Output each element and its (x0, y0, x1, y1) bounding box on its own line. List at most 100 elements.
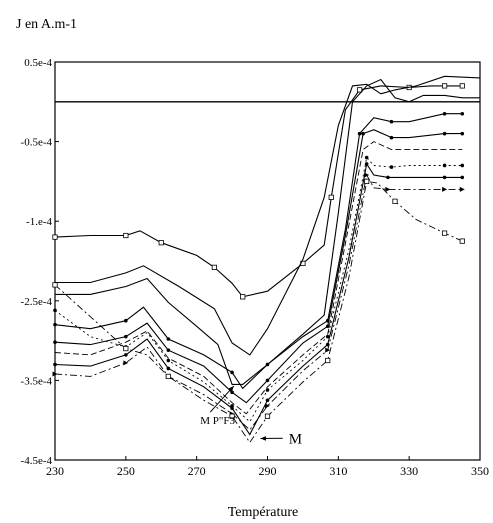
data-point (325, 347, 331, 353)
series-3 (55, 78, 480, 385)
data-point (265, 388, 270, 392)
data-point (52, 371, 58, 377)
data-point (389, 135, 394, 140)
data-point (124, 334, 128, 339)
data-point (357, 131, 362, 136)
y-tick-label: -2.5e-4 (21, 296, 53, 308)
data-point (389, 119, 394, 124)
x-tick-label: 350 (471, 464, 489, 478)
data-point (385, 186, 391, 192)
series-10 (52, 178, 465, 444)
x-tick-label: 290 (259, 464, 277, 478)
data-point (392, 198, 398, 204)
data-point (265, 378, 270, 383)
data-point (389, 165, 394, 169)
series-line (54, 180, 463, 444)
data-point (386, 175, 390, 180)
y-tick-label: -1.e-4 (26, 216, 52, 228)
data-point (123, 360, 129, 366)
data-point (364, 162, 369, 166)
data-point (442, 186, 448, 192)
annotation-label: M P"F3 (200, 415, 235, 427)
series-line (54, 113, 463, 390)
series-line (54, 85, 463, 298)
data-point (240, 294, 246, 300)
data-point (364, 178, 370, 184)
data-point (166, 348, 171, 352)
data-point (325, 324, 330, 329)
data-point (264, 413, 271, 419)
data-point (361, 131, 365, 136)
data-point (166, 358, 171, 363)
data-point (53, 308, 57, 313)
data-point (459, 83, 465, 89)
data-point (441, 230, 448, 236)
series-line (55, 75, 481, 356)
data-point (328, 194, 334, 200)
annotation-2: M (260, 431, 302, 447)
data-point (123, 232, 129, 239)
series-4 (53, 111, 465, 390)
y-axis-label: J en A.m-1 (16, 17, 77, 32)
data-point (364, 155, 369, 160)
data-point (441, 83, 448, 89)
data-point (166, 366, 171, 371)
data-point (442, 131, 447, 136)
data-point (123, 345, 129, 352)
y-tick-label: -4.5e-4 (21, 455, 53, 467)
data-point (459, 186, 465, 192)
x-axis-label: Température (228, 505, 299, 520)
data-point (325, 357, 331, 364)
series-line (54, 173, 463, 431)
data-point (52, 234, 58, 240)
series-line (54, 141, 463, 415)
data-point (459, 238, 465, 244)
data-point (460, 111, 465, 116)
annotation-arrow-head (260, 436, 266, 441)
series-8 (53, 162, 465, 436)
annotation-label: M (289, 431, 302, 447)
series-5 (53, 129, 465, 404)
data-point (460, 175, 465, 180)
data-point (364, 172, 370, 178)
data-point (230, 406, 234, 411)
data-point (53, 340, 57, 344)
data-point (265, 362, 270, 367)
data-point (265, 398, 270, 403)
data-point (165, 373, 171, 380)
series-line (55, 78, 480, 385)
series-line (54, 129, 463, 404)
data-point (229, 413, 235, 419)
series-6 (54, 141, 463, 415)
data-point (356, 87, 363, 93)
data-point (442, 163, 447, 168)
annotation-arrow-line (209, 385, 235, 413)
data-point (460, 163, 465, 168)
x-tick-label: 330 (400, 464, 418, 478)
data-point (442, 111, 447, 116)
x-tick-label: 270 (188, 464, 206, 478)
axis-ticks: 230 250 270 290 310 330 350 0.5e-4 -0.5e-4 -1.e-4… (21, 57, 489, 478)
series-line (54, 162, 463, 436)
data-point (460, 131, 465, 136)
data-point (230, 390, 234, 395)
data-point (211, 264, 217, 270)
data-point (124, 318, 128, 323)
data-point (166, 337, 171, 341)
y-tick-label: -3.5e-4 (21, 375, 53, 387)
data-point (265, 403, 270, 409)
data-point (53, 322, 57, 327)
data-point (158, 240, 164, 246)
annotation-group: M P"F3 M (200, 385, 302, 447)
series-line (54, 156, 463, 423)
x-tick-label: 310 (329, 464, 347, 478)
y-tick-label: 0.5e-4 (24, 57, 52, 69)
y-tick-label: -0.5e-4 (21, 137, 53, 149)
data-point (230, 370, 234, 375)
x-tick-label: 250 (117, 464, 135, 478)
series-2 (55, 75, 481, 356)
data-point (124, 353, 128, 357)
annotation-1: M P"F3 (200, 385, 235, 427)
